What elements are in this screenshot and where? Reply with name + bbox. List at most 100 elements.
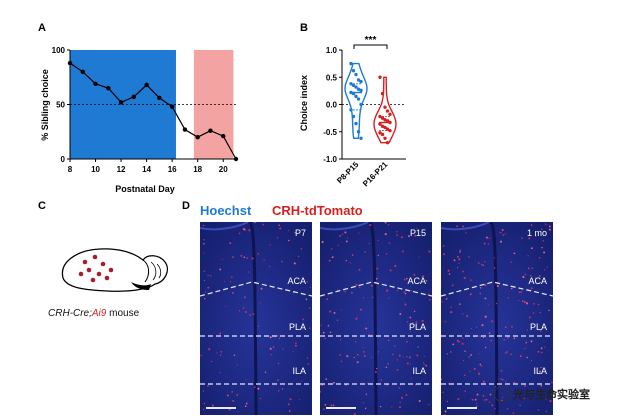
- data-point: [349, 82, 353, 86]
- cortex-edge: [320, 222, 369, 231]
- region-label-aca: ACA: [407, 276, 426, 286]
- tdtomato-cells: [200, 222, 311, 413]
- micrograph-1mo: 1 mo ACA PLA ILA: [441, 222, 553, 415]
- data-point: [359, 79, 363, 84]
- wechat-icon: [494, 386, 510, 403]
- tdtomato-cells: [320, 222, 431, 415]
- data-point: [351, 91, 356, 96]
- significance-label: ***: [365, 35, 377, 46]
- stain-label-crh-tdtomato: CRH-tdTomato: [272, 203, 363, 218]
- data-point: [349, 108, 353, 112]
- brain-outline: [61, 248, 169, 292]
- data-point: [221, 133, 226, 139]
- watermark-text: 光与生命实验室: [513, 389, 590, 401]
- data-point: [349, 61, 353, 66]
- data-point: [383, 105, 387, 109]
- y-tick-label: 0: [61, 155, 66, 164]
- x-tick-label: 8: [68, 165, 73, 174]
- data-point: [359, 88, 363, 93]
- cortex-edge: [441, 222, 490, 231]
- mouse-brain-illustration: [61, 248, 169, 292]
- data-point: [385, 140, 390, 145]
- boundary-aca-pla: [200, 281, 312, 297]
- region-label-pla: PLA: [409, 322, 426, 332]
- midline: [248, 222, 258, 415]
- x-tick-label: 14: [142, 165, 151, 174]
- x-tick-label: P8-P15: [335, 160, 361, 186]
- data-point: [106, 85, 111, 91]
- data-point: [378, 131, 382, 135]
- mouse-genotype-label: CRH-Cre;Ai9 mouse: [48, 308, 139, 319]
- micrograph-p15: P15 ACA PLA ILA: [320, 222, 432, 415]
- data-point: [380, 91, 385, 96]
- x-tick-label: P16-P21: [361, 160, 390, 189]
- x-tick-label: 10: [91, 165, 100, 174]
- brain-fold: [142, 259, 150, 283]
- panel-label-d: D: [182, 200, 190, 212]
- data-point: [378, 114, 382, 119]
- data-point: [356, 97, 361, 101]
- region-label-pla: PLA: [530, 322, 547, 332]
- data-point: [118, 100, 124, 105]
- region-label-aca: ACA: [287, 276, 306, 286]
- data-point: [359, 102, 363, 107]
- data-point: [354, 85, 358, 89]
- significance-bracket: [353, 44, 388, 49]
- micrograph-canvas: P15 ACA PLA ILA: [320, 222, 432, 415]
- data-point: [388, 120, 392, 125]
- data-point: [233, 156, 239, 162]
- data-point: [144, 82, 149, 88]
- watermark: 光与生命实验室: [494, 386, 590, 403]
- brainstem: [131, 282, 151, 290]
- tdtomato-cells: [441, 223, 553, 415]
- micrograph-canvas: P7 ACA PLA ILA: [200, 222, 312, 415]
- crh-cell-dots: [78, 254, 114, 283]
- region-label-pla: PLA: [289, 322, 306, 332]
- boundary-aca-pla: [320, 281, 432, 297]
- genotype-ai9: Ai9: [91, 308, 107, 319]
- age-label: P7: [295, 228, 306, 238]
- micrograph-p7: P7 ACA PLA ILA: [200, 222, 312, 415]
- boundary-aca-pla: [441, 281, 553, 297]
- panel-label-a: A: [38, 22, 46, 34]
- y-tick-label: -0.5: [323, 128, 337, 137]
- panel-label-b: B: [300, 22, 308, 34]
- data-point: [354, 94, 358, 99]
- data-point: [208, 128, 213, 133]
- y-tick-label: 100: [52, 46, 66, 55]
- region-label-ila: ILA: [533, 366, 547, 376]
- y-tick-label: 0.5: [326, 73, 338, 82]
- data-point: [385, 109, 390, 113]
- x-axis-label: Postnatal Day: [115, 184, 175, 194]
- data-point: [351, 114, 356, 119]
- scale-bar: [447, 407, 477, 409]
- data-point: [388, 112, 392, 117]
- data-point: [356, 130, 361, 134]
- cerebellum-folds: [150, 261, 162, 281]
- series-line: [69, 62, 237, 160]
- age-label: P15: [410, 228, 426, 238]
- data-point: [383, 125, 387, 130]
- data-point: [195, 135, 200, 140]
- data-point: [354, 121, 358, 126]
- y-tick-label: 50: [56, 101, 65, 110]
- data-point: [356, 78, 361, 82]
- chart-a-sibling-choice: 8 10 12 14 16 18 20 0 50 100 Postnatal Day % Sib…: [40, 46, 239, 194]
- x-tick-label: 20: [219, 165, 228, 174]
- data-point: [182, 127, 188, 132]
- genotype-suffix: mouse: [106, 308, 140, 319]
- data-point: [157, 95, 162, 101]
- scale-bar: [326, 407, 356, 409]
- data-point: [378, 75, 382, 79]
- x-tick-label: 12: [117, 165, 126, 174]
- data-point: [354, 72, 358, 77]
- data-point: [385, 119, 390, 123]
- data-point: [131, 94, 137, 100]
- region-label-ila: ILA: [412, 366, 426, 376]
- data-point: [93, 81, 98, 86]
- y-axis-label: Choice index: [299, 75, 309, 131]
- violin-p16-p21: [373, 76, 397, 144]
- region-label-aca: ACA: [528, 276, 547, 286]
- age-label: 1 mo: [527, 228, 547, 238]
- data-point: [351, 69, 356, 73]
